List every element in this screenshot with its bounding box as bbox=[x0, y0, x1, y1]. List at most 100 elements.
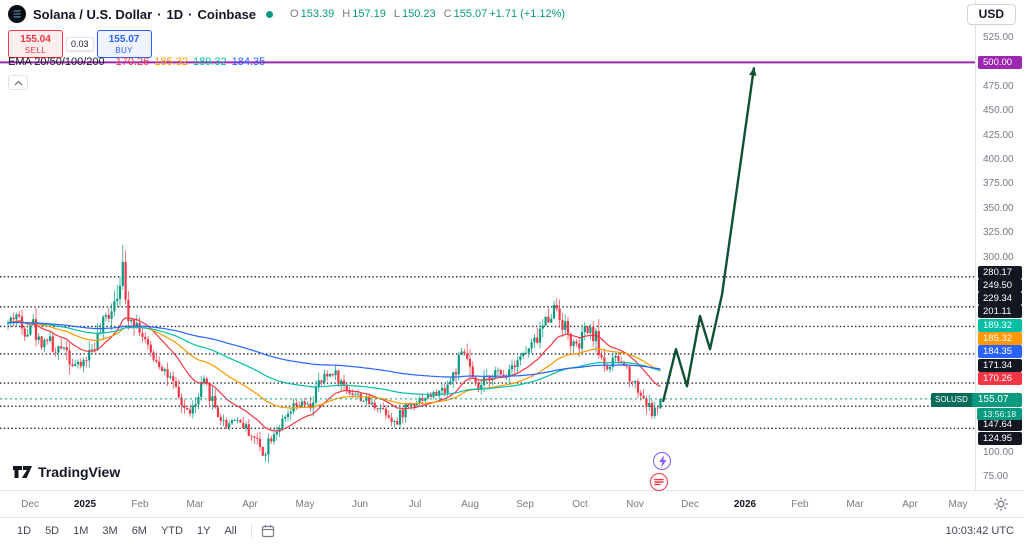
current-price-label: SOLUSD 155.07 bbox=[931, 393, 1022, 407]
change-value: +1.71 (+1.12%) bbox=[489, 8, 566, 20]
price-tick: 475.00 bbox=[983, 80, 1014, 92]
time-axis-label: Dec bbox=[21, 499, 39, 510]
time-axis-label: May bbox=[295, 499, 315, 510]
price-level-badge: 280.17 bbox=[978, 265, 1022, 279]
price-level-badge: 184.35 bbox=[978, 345, 1022, 359]
chevron-up-icon bbox=[14, 80, 22, 85]
currency-button[interactable]: USD bbox=[966, 3, 1016, 25]
market-status-dot[interactable] bbox=[266, 10, 274, 18]
tradingview-logo-icon bbox=[12, 464, 33, 480]
time-axis-label: Mar bbox=[846, 499, 864, 510]
toolbar-divider bbox=[250, 524, 252, 538]
time-axis-label: May bbox=[948, 499, 968, 510]
price-tick: 325.00 bbox=[983, 227, 1014, 239]
indicator-name: EMA 20/50/100/200 bbox=[8, 56, 105, 68]
symbol-name: Solana / U.S. Dollar bbox=[33, 6, 153, 22]
range-buttons: 1D 5D 1M 3M 6M YTD 1Y All bbox=[10, 522, 244, 540]
ohlc-value: 153.39 bbox=[300, 8, 335, 20]
price-tick: 350.00 bbox=[983, 202, 1014, 214]
level-lines-layer[interactable] bbox=[0, 276, 975, 429]
range-button-3m[interactable]: 3M bbox=[95, 522, 124, 540]
price-tick: 425.00 bbox=[983, 129, 1014, 141]
price-tick: 100.00 bbox=[983, 446, 1014, 458]
bottom-toolbar: 1D 5D 1M 3M 6M YTD 1Y All 10:03:42 UTC bbox=[0, 517, 1024, 544]
ohlc-value: 157.19 bbox=[352, 8, 386, 20]
price-tick: 450.00 bbox=[983, 105, 1014, 117]
candles-layer bbox=[6, 244, 662, 464]
range-button-6m[interactable]: 6M bbox=[125, 522, 154, 540]
gear-icon[interactable] bbox=[993, 496, 1009, 517]
price-level-badge: 189.32 bbox=[978, 318, 1022, 332]
time-axis[interactable]: Dec 2025 Feb Mar Apr May Jun Jul Aug Sep Oct Nov Dec… bbox=[0, 490, 1024, 517]
sell-price: 155.04 bbox=[20, 33, 51, 45]
ohlc-letter: H bbox=[342, 8, 351, 20]
bar-countdown-label: 13:56:18 bbox=[977, 408, 1022, 420]
ohlc-values: O 153.39 H 157.19 L 150.23 C 155.07 +1.71 (+1.12… bbox=[282, 8, 565, 20]
flash-event-icon[interactable] bbox=[653, 452, 671, 470]
ohlc-letter: C bbox=[443, 8, 452, 20]
exchange-name: Coinbase bbox=[197, 6, 257, 22]
price-level-badge: 201.11 bbox=[978, 305, 1022, 319]
ema-value: 184.35 bbox=[231, 56, 266, 68]
time-axis-label: Mar bbox=[186, 499, 204, 510]
price-tick: 300.00 bbox=[983, 251, 1014, 263]
price-tick: 525.00 bbox=[983, 32, 1014, 43]
time-axis-label: Oct bbox=[572, 499, 588, 510]
ema-value: 189.32 bbox=[192, 56, 227, 68]
range-button-1y[interactable]: 1Y bbox=[190, 522, 217, 540]
time-axis-label: Sep bbox=[516, 499, 534, 510]
legend-collapse-button[interactable] bbox=[8, 75, 28, 90]
ema-value: 170.26 bbox=[115, 56, 150, 68]
ohlc-value: 155.07 bbox=[453, 8, 488, 20]
time-axis-label: Feb bbox=[791, 499, 809, 510]
indicator-values: 170.26 185.32 189.32 184.35 bbox=[111, 56, 266, 68]
symbol-title[interactable]: Solana / U.S. Dollar · 1D · Coinbase bbox=[33, 7, 256, 22]
price-tick: 400.00 bbox=[983, 153, 1014, 165]
sell-button[interactable]: 155.04 SELL bbox=[8, 30, 63, 58]
indicator-legend[interactable]: EMA 20/50/100/200 170.26 185.32 189.32 184.… bbox=[8, 56, 265, 68]
news-event-icon[interactable] bbox=[650, 473, 668, 491]
projection-arrow[interactable] bbox=[661, 67, 757, 403]
chart-area[interactable]: 525.00 475.00 450.00 425.00 400.00 375.00 350.… bbox=[0, 0, 1024, 491]
tradingview-logo[interactable]: TradingView bbox=[12, 464, 120, 480]
interval-value[interactable]: 1D bbox=[166, 6, 184, 22]
candlestick-plot[interactable] bbox=[0, 0, 975, 490]
price-level-badge: 124.95 bbox=[978, 431, 1022, 445]
price-level-badge: 170.26 bbox=[978, 371, 1022, 385]
ohlc-letter: L bbox=[393, 8, 400, 20]
separator: · bbox=[188, 6, 193, 22]
price-tick: 375.00 bbox=[983, 178, 1014, 190]
time-axis-label: 2026 bbox=[733, 499, 757, 510]
calendar-icon bbox=[261, 525, 274, 538]
ema-value: 185.32 bbox=[154, 56, 188, 68]
range-button-1d[interactable]: 1D bbox=[10, 522, 38, 540]
ohlc-letter: O bbox=[290, 8, 299, 20]
time-axis-label: Dec bbox=[681, 499, 699, 510]
price-level-badge: 229.34 bbox=[978, 292, 1022, 306]
time-axis-label: Apr bbox=[902, 499, 918, 510]
order-panel: 155.04 SELL 0.03 155.07 BUY bbox=[8, 30, 152, 58]
time-axis-label: Aug bbox=[461, 499, 479, 510]
go-to-date-button[interactable] bbox=[259, 522, 277, 540]
clock-utc[interactable]: 10:03:42 UTC bbox=[945, 525, 1014, 537]
price-tick: 75.00 bbox=[983, 471, 1009, 483]
price-level-badge: 147.64 bbox=[978, 418, 1022, 432]
time-axis-label: 2025 bbox=[73, 499, 97, 510]
buy-button[interactable]: 155.07 BUY bbox=[96, 30, 152, 58]
range-button-5d[interactable]: 5D bbox=[38, 522, 66, 540]
price-level-badge: 249.50 bbox=[978, 278, 1022, 292]
current-price-value: 155.07 bbox=[971, 393, 1022, 407]
range-button-all[interactable]: All bbox=[217, 522, 243, 540]
time-axis-label: Apr bbox=[242, 499, 258, 510]
chart-header: Solana / U.S. Dollar · 1D · Coinbase O 15… bbox=[0, 0, 1024, 28]
buy-price: 155.07 bbox=[108, 33, 140, 45]
range-button-1m[interactable]: 1M bbox=[66, 522, 95, 540]
separator: · bbox=[157, 6, 162, 22]
time-axis-label: Feb bbox=[131, 499, 149, 510]
time-axis-label: Jun bbox=[351, 499, 369, 510]
range-button-ytd[interactable]: YTD bbox=[154, 522, 190, 540]
ema-lines-layer bbox=[7, 317, 661, 432]
price-level-badge: 171.34 bbox=[978, 358, 1022, 372]
spread-value: 0.03 bbox=[66, 37, 94, 51]
